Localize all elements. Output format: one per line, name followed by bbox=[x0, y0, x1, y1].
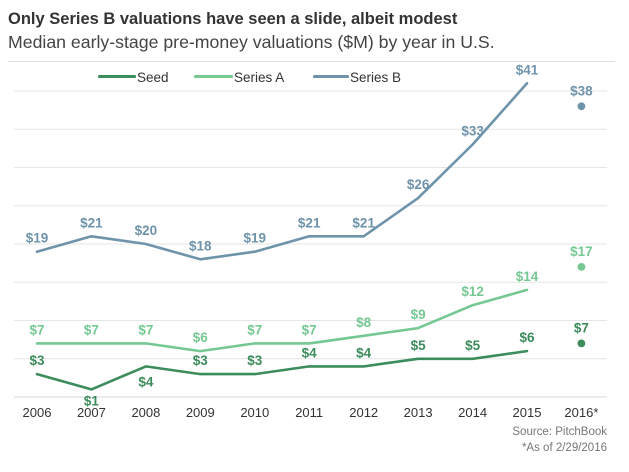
svg-text:$7: $7 bbox=[302, 322, 317, 337]
svg-text:$41: $41 bbox=[516, 62, 539, 77]
svg-text:$14: $14 bbox=[516, 269, 539, 284]
svg-text:$8: $8 bbox=[356, 315, 372, 330]
svg-text:2016*: 2016* bbox=[564, 405, 598, 420]
svg-text:2008: 2008 bbox=[131, 405, 160, 420]
svg-text:$33: $33 bbox=[461, 124, 484, 139]
svg-text:2015: 2015 bbox=[513, 405, 542, 420]
svg-text:$17: $17 bbox=[570, 244, 593, 259]
svg-text:$3: $3 bbox=[29, 353, 45, 368]
svg-text:$21: $21 bbox=[298, 215, 321, 230]
svg-text:$4: $4 bbox=[356, 345, 372, 360]
svg-text:$21: $21 bbox=[352, 215, 375, 230]
svg-text:$6: $6 bbox=[193, 330, 209, 345]
svg-text:$20: $20 bbox=[135, 223, 158, 238]
svg-text:2013: 2013 bbox=[404, 405, 433, 420]
svg-text:$5: $5 bbox=[411, 338, 427, 353]
svg-text:$7: $7 bbox=[574, 320, 589, 335]
svg-text:$19: $19 bbox=[244, 231, 267, 246]
svg-text:$12: $12 bbox=[461, 284, 484, 299]
svg-text:$4: $4 bbox=[302, 345, 318, 360]
svg-text:$3: $3 bbox=[247, 353, 263, 368]
svg-text:$7: $7 bbox=[138, 322, 153, 337]
svg-text:$21: $21 bbox=[80, 215, 103, 230]
svg-text:$7: $7 bbox=[84, 322, 99, 337]
svg-text:2007: 2007 bbox=[77, 405, 106, 420]
svg-text:2006: 2006 bbox=[23, 405, 52, 420]
svg-text:$18: $18 bbox=[189, 238, 212, 253]
svg-text:$19: $19 bbox=[26, 231, 49, 246]
svg-text:$5: $5 bbox=[465, 338, 481, 353]
svg-text:$3: $3 bbox=[193, 353, 209, 368]
svg-text:$6: $6 bbox=[519, 330, 535, 345]
svg-text:$4: $4 bbox=[138, 374, 154, 389]
svg-text:$7: $7 bbox=[29, 322, 44, 337]
svg-text:2011: 2011 bbox=[295, 405, 323, 420]
svg-text:2010: 2010 bbox=[240, 405, 269, 420]
svg-text:$26: $26 bbox=[407, 177, 430, 192]
svg-text:2012: 2012 bbox=[349, 405, 378, 420]
svg-text:$38: $38 bbox=[570, 83, 593, 98]
svg-text:2009: 2009 bbox=[186, 405, 215, 420]
svg-text:$9: $9 bbox=[411, 307, 426, 322]
svg-text:$7: $7 bbox=[247, 322, 262, 337]
svg-text:2014: 2014 bbox=[458, 405, 487, 420]
